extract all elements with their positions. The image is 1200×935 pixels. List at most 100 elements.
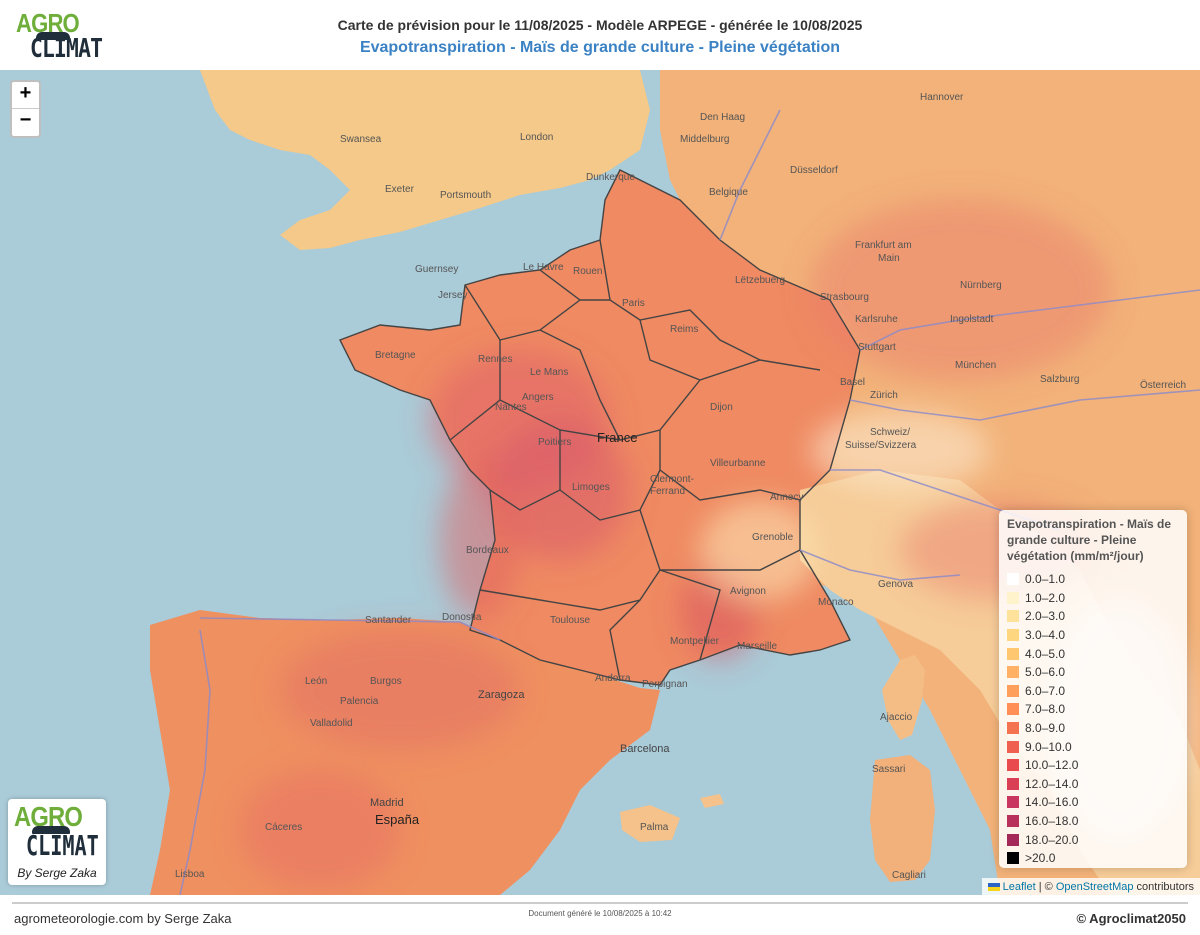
corner-logo[interactable]: AGRO CLIMAT By Serge Zaka bbox=[8, 799, 106, 885]
legend-label: 8.0–9.0 bbox=[1025, 721, 1066, 736]
svg-text:Bordeaux: Bordeaux bbox=[466, 545, 509, 556]
agroclimat-logo[interactable]: AGRO CLIMAT bbox=[16, 8, 103, 64]
legend-item: 14.0–16.0 bbox=[1007, 793, 1179, 812]
svg-text:Palma: Palma bbox=[640, 822, 669, 833]
svg-text:Perpignan: Perpignan bbox=[642, 679, 688, 690]
island-mallorca bbox=[620, 805, 680, 842]
legend-label: 4.0–5.0 bbox=[1025, 646, 1066, 661]
legend-swatch bbox=[1007, 703, 1019, 716]
legend-label: 6.0–7.0 bbox=[1025, 683, 1066, 698]
map-subtitle: Evapotranspiration - Maïs de grande cult… bbox=[359, 39, 841, 56]
svg-text:Stuttgart: Stuttgart bbox=[858, 342, 896, 353]
legend-swatch bbox=[1007, 647, 1019, 660]
legend-swatch bbox=[1007, 852, 1019, 865]
footer-site: agrometeorologie.com by Serge Zaka bbox=[14, 911, 232, 926]
legend-swatch bbox=[1007, 573, 1019, 586]
legend-label: 10.0–12.0 bbox=[1025, 758, 1079, 773]
legend-label: 18.0–20.0 bbox=[1025, 832, 1079, 847]
legend-item: 8.0–9.0 bbox=[1007, 719, 1179, 738]
svg-text:Swansea: Swansea bbox=[340, 134, 382, 145]
legend-label: 2.0–3.0 bbox=[1025, 609, 1066, 624]
svg-text:Zürich: Zürich bbox=[870, 390, 898, 401]
svg-text:Cáceres: Cáceres bbox=[265, 822, 302, 833]
leaflet-link[interactable]: Leaflet bbox=[1002, 881, 1036, 893]
footer-divider bbox=[12, 902, 1188, 904]
svg-text:France: France bbox=[597, 430, 637, 445]
osm-link[interactable]: OpenStreetMap bbox=[1055, 881, 1134, 893]
zoom-in-button[interactable]: + bbox=[12, 82, 39, 109]
legend-item: 6.0–7.0 bbox=[1007, 682, 1179, 701]
legend-swatch bbox=[1007, 591, 1019, 604]
map-city-labels: London Swansea Exeter Portsmouth Dunkerq… bbox=[175, 92, 1186, 881]
svg-text:Dunkerque: Dunkerque bbox=[586, 172, 635, 183]
legend-label: 16.0–18.0 bbox=[1025, 814, 1079, 829]
svg-text:Ajaccio: Ajaccio bbox=[880, 712, 913, 723]
legend-label: 5.0–6.0 bbox=[1025, 665, 1066, 680]
svg-text:Basel: Basel bbox=[840, 377, 865, 388]
legend-item: 0.0–1.0 bbox=[1007, 570, 1179, 589]
svg-text:München: München bbox=[955, 360, 996, 371]
svg-text:Marseille: Marseille bbox=[737, 641, 777, 652]
region-borders bbox=[339, 169, 861, 686]
legend-label: 14.0–16.0 bbox=[1025, 795, 1079, 810]
svg-text:Avignon: Avignon bbox=[730, 586, 766, 597]
svg-text:Den Haag: Den Haag bbox=[700, 112, 745, 123]
svg-text:Santander: Santander bbox=[365, 615, 412, 626]
svg-text:Jersey: Jersey bbox=[438, 290, 467, 301]
zoom-control: + − bbox=[10, 80, 41, 138]
svg-text:Villeurbanne: Villeurbanne bbox=[710, 458, 766, 469]
footer-copyright: © Agroclimat2050 bbox=[1076, 911, 1186, 926]
svg-text:Düsseldorf: Düsseldorf bbox=[790, 165, 838, 176]
legend-item: 10.0–12.0 bbox=[1007, 756, 1179, 775]
legend-swatch bbox=[1007, 815, 1019, 828]
svg-text:Rouen: Rouen bbox=[573, 266, 602, 277]
island-corsica bbox=[882, 655, 925, 740]
legend-item: 9.0–10.0 bbox=[1007, 737, 1179, 756]
svg-text:Poitiers: Poitiers bbox=[538, 437, 571, 448]
svg-text:Portsmouth: Portsmouth bbox=[440, 190, 491, 201]
svg-text:Suisse/Svizzera: Suisse/Svizzera bbox=[845, 440, 917, 451]
legend-label: >20.0 bbox=[1025, 851, 1056, 866]
svg-text:Rennes: Rennes bbox=[478, 354, 512, 365]
svg-text:Hannover: Hannover bbox=[920, 92, 964, 103]
svg-text:Le Havre: Le Havre bbox=[523, 262, 564, 273]
legend-item: 12.0–14.0 bbox=[1007, 775, 1179, 794]
svg-text:Schweiz/: Schweiz/ bbox=[870, 427, 910, 438]
logo-climat-text: CLIMAT bbox=[30, 34, 103, 64]
legend-swatch bbox=[1007, 610, 1019, 623]
legend-label: 0.0–1.0 bbox=[1025, 572, 1066, 587]
svg-text:Clermont-: Clermont- bbox=[650, 474, 694, 485]
svg-text:Montpellier: Montpellier bbox=[670, 636, 720, 647]
legend-swatch bbox=[1007, 684, 1019, 697]
landmass-great-britain bbox=[200, 70, 650, 250]
legend-label: 7.0–8.0 bbox=[1025, 702, 1066, 717]
svg-text:Ferrand: Ferrand bbox=[650, 486, 685, 497]
hat-icon bbox=[36, 32, 70, 40]
legend-item: 16.0–18.0 bbox=[1007, 812, 1179, 831]
header: AGRO CLIMAT Carte de prévision pour le 1… bbox=[0, 0, 1200, 70]
legend-swatch bbox=[1007, 629, 1019, 642]
legend-item: 7.0–8.0 bbox=[1007, 700, 1179, 719]
svg-text:Belgique: Belgique bbox=[709, 187, 748, 198]
svg-text:Valladolid: Valladolid bbox=[310, 718, 353, 729]
zoom-out-button[interactable]: − bbox=[19, 109, 32, 131]
svg-text:Nantes: Nantes bbox=[495, 402, 527, 413]
svg-text:Angers: Angers bbox=[522, 392, 554, 403]
map-title: Carte de prévision pour le 11/08/2025 - … bbox=[337, 17, 863, 33]
svg-text:Le Mans: Le Mans bbox=[530, 367, 568, 378]
svg-text:Genova: Genova bbox=[878, 579, 913, 590]
svg-text:Ingolstadt: Ingolstadt bbox=[950, 314, 994, 325]
footer-generated: Document généré le 10/08/2025 à 10:42 bbox=[528, 909, 672, 918]
svg-text:Salzburg: Salzburg bbox=[1040, 374, 1079, 385]
svg-text:Donostia: Donostia bbox=[442, 612, 482, 623]
legend-swatch bbox=[1007, 777, 1019, 790]
legend-item: 2.0–3.0 bbox=[1007, 607, 1179, 626]
svg-text:Barcelona: Barcelona bbox=[620, 743, 670, 755]
legend-swatch bbox=[1007, 759, 1019, 772]
legend-item: 4.0–5.0 bbox=[1007, 644, 1179, 663]
svg-text:Madrid: Madrid bbox=[370, 797, 404, 809]
svg-text:Sassari: Sassari bbox=[872, 764, 905, 775]
svg-text:Monaco: Monaco bbox=[818, 597, 854, 608]
island-menorca bbox=[700, 794, 724, 808]
svg-text:Nürnberg: Nürnberg bbox=[960, 280, 1002, 291]
